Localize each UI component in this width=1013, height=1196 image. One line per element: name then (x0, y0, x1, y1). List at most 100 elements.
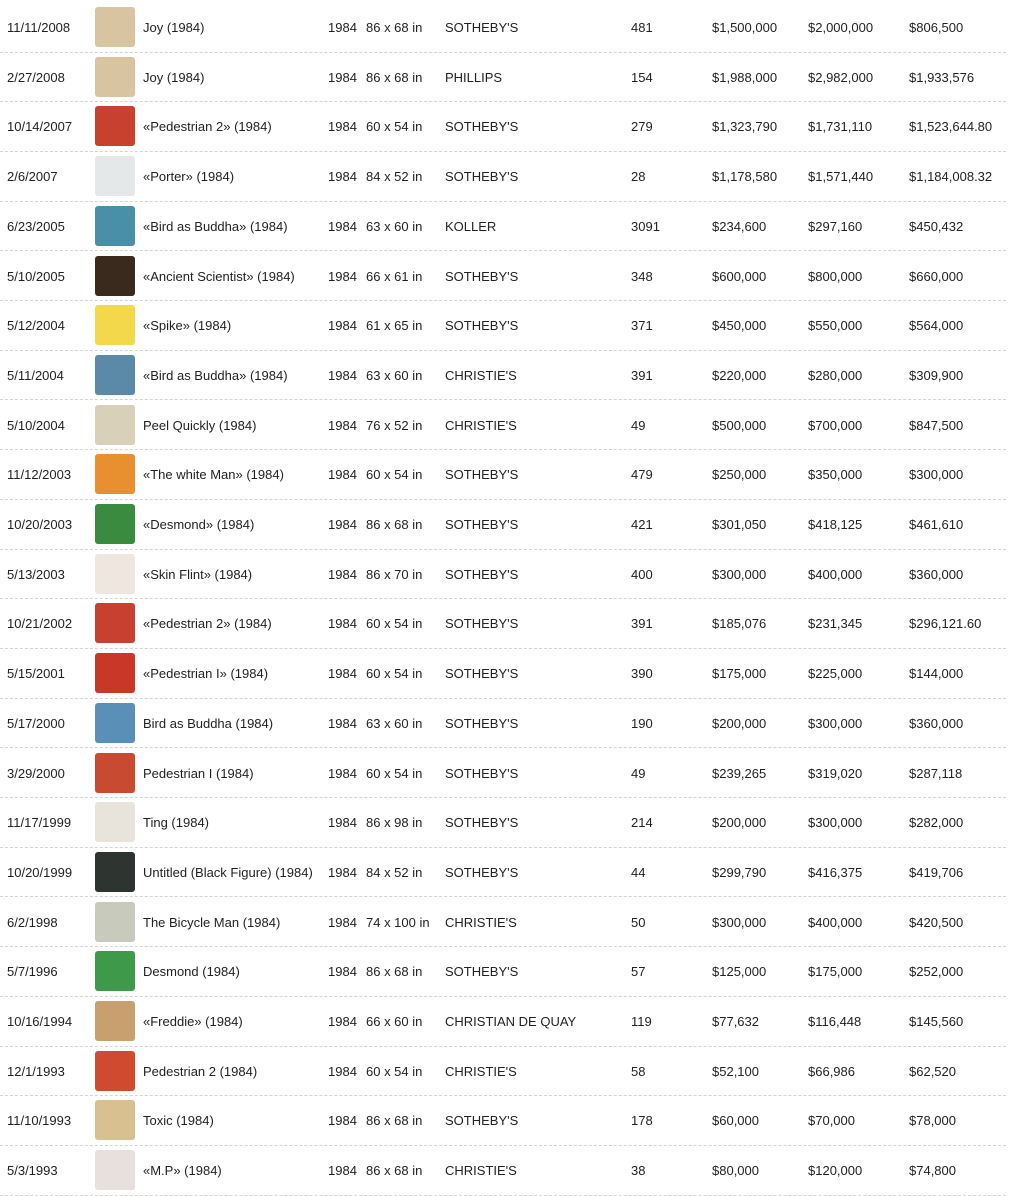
lot-number: 190 (631, 715, 653, 731)
sale-date: 5/10/2004 (7, 417, 65, 433)
artwork-thumbnail (95, 1001, 135, 1041)
low-estimate: $234,600 (712, 218, 767, 234)
sale-row: 10/20/1999 Untitled (Black Figure) (1984)… (0, 848, 1006, 898)
sale-price: $287,118 (909, 765, 963, 781)
artwork-title: «M.P» (1984) (143, 1163, 222, 1179)
artwork-thumbnail (95, 802, 135, 843)
artwork-title: «The white Man» (1984) (143, 467, 284, 483)
high-estimate: $280,000 (808, 367, 863, 383)
artwork-thumbnail (95, 404, 135, 445)
auction-house: CHRISTIE'S (445, 1163, 517, 1179)
sale-price: $420,500 (909, 914, 964, 930)
sale-price: $1,523,644.80 (909, 119, 993, 135)
sale-price: $360,000 (909, 566, 964, 582)
year: 1984 (328, 815, 357, 831)
sale-row: 11/10/1993 Toxic (1984) 1984 86 x 68 in SOTH… (0, 1096, 1006, 1146)
sale-price: $1,184,008.32 (909, 169, 993, 185)
low-estimate: $299,790 (712, 864, 767, 880)
auction-house: SOTHEBY'S (445, 1113, 519, 1129)
sale-date: 5/15/2001 (7, 666, 65, 682)
high-estimate: $1,571,440 (808, 169, 874, 185)
sale-date: 11/10/1993 (7, 1113, 72, 1129)
low-estimate: $300,000 (712, 914, 767, 930)
lot-number: 178 (631, 1113, 653, 1129)
sale-price: $309,900 (909, 367, 964, 383)
dimensions: 84 x 52 in (366, 864, 423, 880)
sale-price: $660,000 (909, 268, 964, 284)
low-estimate: $52,100 (712, 1063, 759, 1079)
artwork-title: «Spike» (1984) (143, 318, 232, 334)
auction-house: CHRISTIE'S (445, 417, 517, 433)
low-estimate: $200,000 (712, 715, 767, 731)
dimensions: 61 x 65 in (366, 318, 423, 334)
dimensions: 63 x 60 in (366, 218, 423, 234)
artwork-thumbnail (95, 951, 135, 992)
lot-number: 214 (631, 815, 653, 831)
artwork-thumbnail (95, 255, 135, 296)
artwork-title: «Porter» (1984) (143, 169, 235, 185)
high-estimate: $225,000 (808, 666, 863, 682)
high-estimate: $116,448 (808, 1014, 862, 1029)
sale-price: $78,000 (909, 1113, 956, 1129)
lot-number: 391 (631, 367, 653, 383)
year: 1984 (328, 20, 357, 35)
artwork-thumbnail (95, 901, 135, 942)
artwork-thumbnail (95, 1050, 135, 1091)
dimensions: 60 x 54 in (366, 1063, 423, 1079)
artwork-title: Desmond (1984) (143, 964, 240, 980)
high-estimate: $70,000 (808, 1113, 855, 1129)
low-estimate: $80,000 (712, 1163, 759, 1179)
artwork-thumbnail (95, 752, 135, 793)
dimensions: 86 x 68 in (366, 1113, 423, 1129)
sale-price: $360,000 (909, 715, 964, 731)
lot-number: 28 (631, 169, 646, 185)
auction-house: SOTHEBY'S (445, 268, 519, 284)
sale-row: 2/6/2007 «Porter» (1984) 1984 84 x 52 in SOT… (0, 152, 1006, 202)
auction-house: KOLLER (445, 218, 497, 234)
lot-number: 400 (631, 566, 653, 582)
year: 1984 (328, 218, 357, 234)
dimensions: 84 x 52 in (366, 169, 423, 185)
sale-date: 3/29/2000 (7, 765, 65, 781)
dimensions: 74 x 100 in (366, 914, 430, 930)
artwork-thumbnail (95, 56, 135, 97)
sale-row: 5/7/1996 Desmond (1984) 1984 86 x 68 in SOTH… (0, 947, 1006, 997)
year: 1984 (328, 69, 357, 85)
sale-price: $300,000 (909, 467, 964, 483)
dimensions: 60 x 54 in (366, 467, 423, 483)
high-estimate: $2,982,000 (808, 69, 874, 85)
sale-price: $461,610 (909, 517, 964, 532)
year: 1984 (328, 1014, 357, 1029)
year: 1984 (328, 1063, 357, 1079)
dimensions: 86 x 68 in (366, 20, 423, 35)
sale-row: 12/1/1993 Pedestrian 2 (1984) 1984 60 x 54 … (0, 1047, 1006, 1097)
high-estimate: $400,000 (808, 914, 863, 930)
high-estimate: $175,000 (808, 964, 863, 980)
lot-number: 154 (631, 69, 653, 85)
sale-date: 5/17/2000 (7, 715, 65, 731)
lot-number: 3091 (631, 218, 660, 234)
lot-number: 479 (631, 467, 653, 483)
sale-date: 10/21/2002 (7, 616, 73, 632)
auction-house: PHILLIPS (445, 69, 503, 85)
sale-date: 2/27/2008 (7, 69, 65, 85)
artwork-thumbnail (95, 454, 135, 495)
dimensions: 86 x 68 in (366, 964, 423, 980)
dimensions: 66 x 60 in (366, 1014, 423, 1029)
sale-row: 6/2/1998 The Bicycle Man (1984) 1984 74 x 1… (0, 898, 1006, 948)
low-estimate: $1,500,000 (712, 20, 778, 35)
auction-house: SOTHEBY'S (445, 318, 519, 334)
artwork-thumbnail (95, 1150, 135, 1191)
low-estimate: $1,323,790 (712, 119, 778, 135)
sale-date: 10/20/2003 (7, 517, 73, 532)
sale-date: 11/12/2003 (7, 467, 72, 483)
sale-date: 11/17/1999 (7, 815, 72, 831)
year: 1984 (328, 367, 357, 383)
low-estimate: $1,178,580 (712, 169, 778, 185)
artwork-thumbnail (95, 851, 135, 892)
artwork-title: Pedestrian 2 (1984) (143, 1063, 258, 1079)
dimensions: 86 x 68 in (366, 69, 423, 85)
dimensions: 63 x 60 in (366, 715, 423, 731)
artwork-title: Joy (1984) (143, 20, 205, 35)
